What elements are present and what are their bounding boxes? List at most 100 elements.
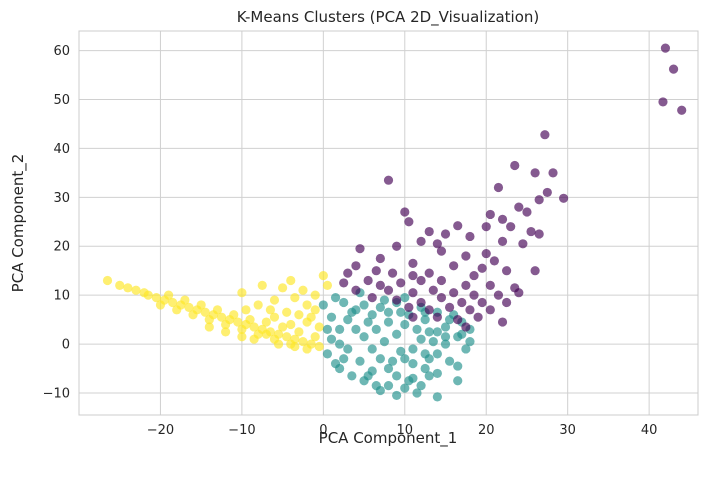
scatter-point (371, 324, 381, 334)
scatter-point (493, 182, 504, 193)
scatter-point (420, 349, 430, 359)
scatter-point (322, 349, 333, 359)
scatter-point (237, 324, 247, 334)
scatter-point (204, 315, 214, 325)
scatter-point (469, 270, 479, 281)
scatter-point (481, 248, 491, 259)
y-tick-label: 20 (53, 240, 70, 255)
scatter-point (282, 332, 292, 342)
scatter-point (530, 168, 540, 178)
scatter-point (392, 390, 402, 401)
scatter-point (416, 297, 426, 308)
scatter-point (229, 310, 239, 320)
scatter-point (518, 239, 528, 249)
scatter-point (143, 290, 153, 300)
scatter-point (383, 175, 394, 185)
scatter-point (408, 258, 418, 268)
scatter-point (212, 305, 223, 315)
scatter-point (322, 324, 333, 334)
scatter-point (335, 324, 345, 334)
scatter-point (363, 317, 373, 327)
scatter-point (465, 231, 475, 242)
scatter-point (168, 297, 178, 308)
scatter-point (461, 322, 471, 332)
scatter-point (379, 295, 390, 305)
data-points (102, 43, 687, 402)
x-tick-labels: −20 −10 0 10 20 30 40 (147, 423, 658, 438)
scatter-point (383, 317, 394, 327)
scatter-point (367, 292, 377, 303)
scatter-point (392, 241, 402, 251)
scatter-point (506, 222, 516, 232)
scatter-point (461, 251, 471, 261)
scatter-point (465, 305, 475, 315)
scatter-point (485, 209, 495, 220)
scatter-point (363, 275, 373, 286)
scatter-point (278, 283, 288, 293)
scatter-point (351, 324, 361, 334)
scatter-point (457, 329, 467, 339)
scatter-point (286, 275, 296, 286)
scatter-point (453, 361, 463, 371)
scatter-point (432, 312, 442, 322)
scatter-point (477, 297, 487, 308)
scatter-point (339, 297, 349, 308)
scatter-point (351, 261, 361, 271)
scatter-point (424, 305, 434, 315)
scatter-point (290, 341, 300, 352)
scatter-point (444, 315, 455, 325)
scatter-point (432, 392, 442, 402)
scatter-point (253, 300, 263, 310)
grid-lines (79, 31, 698, 415)
scatter-point (265, 305, 276, 315)
scatter-point (375, 354, 385, 364)
x-tick-label: 10 (397, 423, 414, 438)
scatter-point (400, 292, 410, 303)
scatter-point (559, 193, 569, 203)
scatter-point (396, 307, 406, 317)
scatter-point (469, 290, 479, 300)
scatter-point (355, 356, 365, 366)
y-tick-label: 0 (62, 338, 70, 353)
y-tick-label: 60 (53, 44, 70, 59)
scatter-point (221, 327, 231, 337)
scatter-point (432, 327, 442, 337)
scatter-point (335, 339, 345, 349)
scatter-point (383, 363, 394, 374)
scatter-point (449, 261, 459, 271)
scatter-point (318, 300, 328, 310)
scatter-point (200, 307, 210, 317)
scatter-point (440, 229, 451, 239)
scatter-point (172, 305, 182, 315)
scatter-point (400, 354, 410, 364)
scatter-point (432, 239, 442, 249)
scatter-point (339, 354, 349, 364)
scatter-point (371, 381, 381, 391)
scatter-point (163, 290, 174, 300)
scatter-point (383, 381, 394, 391)
scatter-point (330, 292, 341, 303)
scatter-point (347, 371, 357, 381)
scatter-point (660, 43, 671, 53)
scatter-point (514, 288, 524, 298)
scatter-point (548, 168, 558, 178)
scatter-point (408, 312, 418, 322)
x-tick-label: −20 (147, 423, 174, 438)
scatter-point (396, 278, 406, 288)
scatter-point (501, 297, 512, 308)
scatter-point (534, 229, 544, 239)
scatter-point (343, 268, 353, 278)
scatter-point (408, 344, 418, 354)
scatter-point (453, 221, 463, 231)
scatter-point (102, 275, 113, 286)
scatter-point (294, 310, 304, 320)
scatter-point (392, 329, 402, 339)
scatter-point (188, 310, 198, 320)
scatter-point (269, 312, 280, 322)
scatter-point (155, 300, 166, 310)
scatter-point (241, 305, 251, 315)
scatter-point (310, 305, 320, 315)
scatter-point (151, 292, 161, 303)
scatter-point (412, 388, 422, 398)
scatter-point (424, 268, 434, 278)
